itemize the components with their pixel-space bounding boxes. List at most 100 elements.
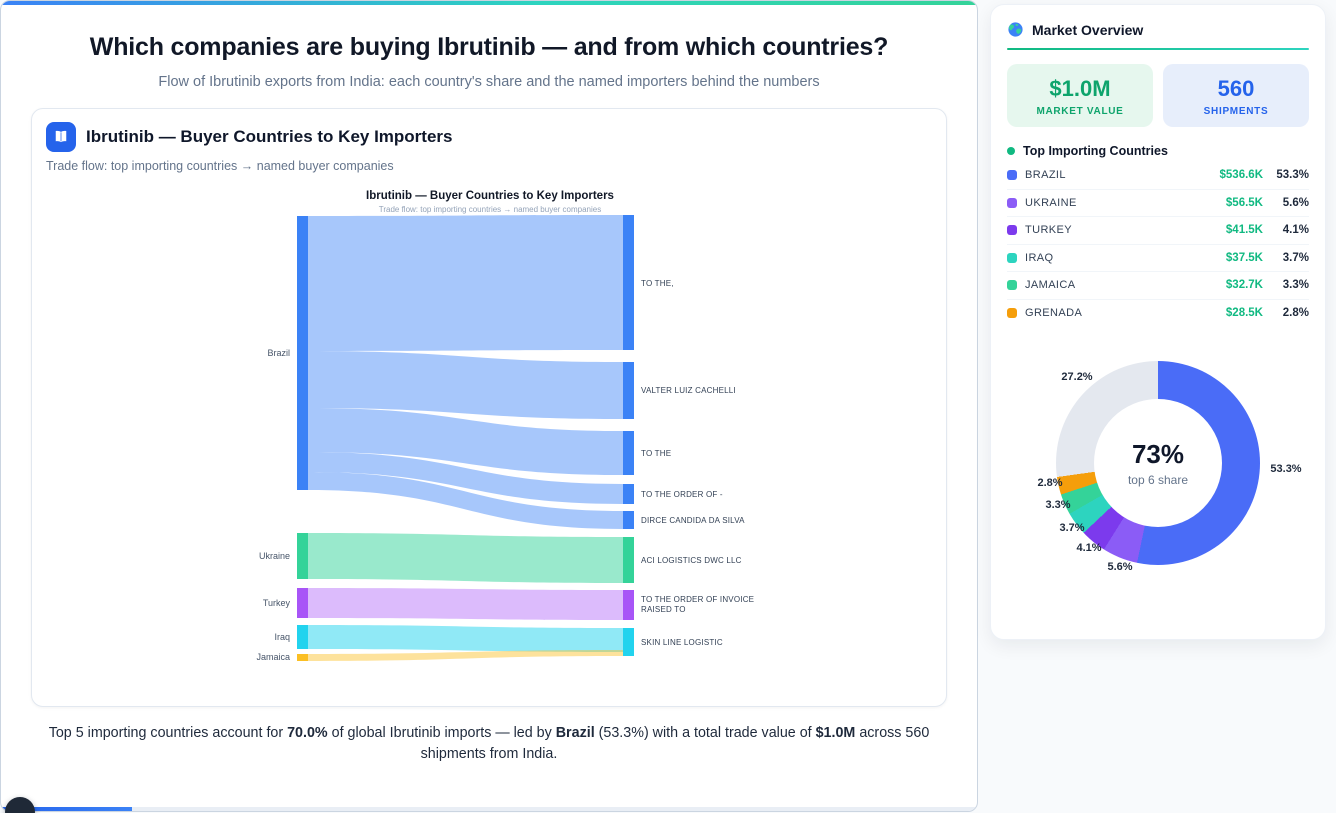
sidebar-header: Market Overview xyxy=(1007,21,1309,38)
sankey-target-label-aci: ACI LOGISTICS DWC LLC xyxy=(641,556,742,565)
donut-label-grenada: 2.8% xyxy=(1037,477,1063,489)
country-color-chip xyxy=(1007,225,1017,236)
sankey-chart[interactable]: Ibrutinib — Buyer Countries to Key Impor… xyxy=(40,183,945,688)
sankey-node-ukraine[interactable] xyxy=(297,533,308,579)
sankey-source-label-turkey: Turkey xyxy=(263,598,291,608)
page-subtitle: Flow of Ibrutinib exports from India: ea… xyxy=(158,74,820,90)
donut-label-brazil: 53.3% xyxy=(1270,463,1302,475)
globe-icon xyxy=(1008,22,1023,37)
sankey-source-label-jamaica: Jamaica xyxy=(256,652,290,662)
country-name: GRENADA xyxy=(1025,307,1083,320)
bottom-progress-fill xyxy=(1,807,132,811)
country-share: 2.8% xyxy=(1282,307,1309,320)
donut-label-jamaica: 3.3% xyxy=(1045,499,1071,511)
sankey-flow-brazil-dirce-candida[interactable] xyxy=(308,472,623,529)
sankey-node-order-of-invoice[interactable] xyxy=(623,590,634,620)
shipments-card: 560 SHIPMENTS xyxy=(1163,64,1309,127)
country-share: 4.1% xyxy=(1282,224,1309,237)
sankey-target-label-invoice: TO THE ORDER OF INVOICE RAISED TO xyxy=(641,595,757,614)
market-overview-panel: Market Overview $1.0M MARKET VALUE 560 S… xyxy=(990,4,1326,640)
country-color-chip xyxy=(1007,308,1017,319)
country-value: $28.5K xyxy=(1225,307,1263,320)
country-color-chip xyxy=(1007,252,1017,263)
country-color-chip xyxy=(1007,280,1017,291)
country-share: 53.3% xyxy=(1276,169,1309,182)
sankey-node-aci-logistics[interactable] xyxy=(623,537,634,583)
donut-label-iraq: 3.7% xyxy=(1059,522,1085,534)
sankey-node-valter-luiz-cachelli[interactable] xyxy=(623,362,634,419)
sankey-node-turkey[interactable] xyxy=(297,588,308,618)
sankey-flow-brazil-to-the-order-of[interactable] xyxy=(308,452,623,504)
country-row: BRAZIL $536.6K 53.3% xyxy=(1007,162,1309,190)
sankey-flow-turkey-order-of-invoice[interactable] xyxy=(308,588,623,620)
sankey-target-label-to-the: TO THE xyxy=(641,449,671,458)
country-row: GRENADA $28.5K 2.8% xyxy=(1007,300,1309,328)
sankey-flow-brazil-valter-luiz-cachelli[interactable] xyxy=(308,351,623,419)
donut-chart[interactable]: 73% top 6 share 27.2% 53.3% 2.8% 3.3% 3.… xyxy=(1007,349,1309,599)
floating-badge[interactable] xyxy=(5,797,35,813)
sankey-flow-brazil-to-the[interactable] xyxy=(308,408,623,475)
country-value: $56.5K xyxy=(1225,196,1263,209)
sankey-node-to-the-comma[interactable] xyxy=(623,215,634,350)
market-value: $1.0M xyxy=(1049,76,1111,101)
sankey-node-to-the[interactable] xyxy=(623,431,634,475)
summary-text: Top 5 importing countries account for xyxy=(48,725,288,741)
country-name: JAMAICA xyxy=(1025,279,1076,292)
sankey-target-label-skin-line: SKIN LINE LOGISTIC xyxy=(641,638,723,647)
report-card: Which companies are buying Ibrutinib — a… xyxy=(0,0,978,812)
sankey-node-to-the-order-of[interactable] xyxy=(623,484,634,504)
sankey-subtitle: Trade flow: top importing countries → na… xyxy=(379,205,601,214)
country-value: $32.7K xyxy=(1225,279,1263,292)
sankey-flow-iraq-skin-line[interactable] xyxy=(308,625,623,652)
green-dot-icon xyxy=(1007,147,1015,155)
country-name: UKRAINE xyxy=(1025,196,1077,209)
sankey-node-iraq[interactable] xyxy=(297,625,308,649)
country-row: IRAQ $37.5K 3.7% xyxy=(1007,245,1309,272)
country-share: 3.3% xyxy=(1282,279,1309,292)
country-list: BRAZIL $536.6K 53.3% UKRAINE $56.5K 5.6%… xyxy=(1007,162,1309,327)
shipments-label: SHIPMENTS xyxy=(1203,106,1269,117)
sankey-card-header: Ibrutinib — Buyer Countries to Key Impor… xyxy=(32,122,946,152)
donut-label-other: 27.2% xyxy=(1061,371,1093,383)
summary-total-value: $1.0M xyxy=(815,725,856,741)
sankey-node-dirce-candida[interactable] xyxy=(623,511,634,529)
country-share: 3.7% xyxy=(1282,251,1309,264)
sankey-node-jamaica[interactable] xyxy=(297,654,308,661)
summary-lead-country: Brazil xyxy=(555,725,595,741)
donut-ring[interactable]: 73% top 6 share xyxy=(1056,361,1260,565)
sidebar-header-underline xyxy=(1007,48,1309,50)
donut-label-ukraine: 5.6% xyxy=(1107,561,1133,573)
stat-cards: $1.0M MARKET VALUE 560 SHIPMENTS xyxy=(1007,64,1309,127)
country-name: IRAQ xyxy=(1025,251,1054,264)
country-row: JAMAICA $32.7K 3.3% xyxy=(1007,272,1309,300)
bottom-progress-bar xyxy=(1,807,977,811)
donut-label-turkey: 4.1% xyxy=(1076,542,1102,554)
country-value: $37.5K xyxy=(1225,251,1263,264)
sankey-target-label-valter: VALTER LUIZ CACHELLI xyxy=(641,386,736,395)
sankey-card: Ibrutinib — Buyer Countries to Key Impor… xyxy=(31,108,947,707)
sankey-node-brazil[interactable] xyxy=(297,216,308,490)
sankey-source-label-ukraine: Ukraine xyxy=(259,551,290,561)
sankey-target-label-order-of: TO THE ORDER OF - xyxy=(641,490,723,499)
summary-note: Top 5 importing countries account for 70… xyxy=(36,723,942,765)
sankey-flow-jamaica-skin-line[interactable] xyxy=(308,650,623,661)
country-name: TURKEY xyxy=(1025,224,1073,237)
sankey-flow-ukraine-aci-logistics[interactable] xyxy=(308,533,623,583)
sankey-flow-brazil-to-the-comma[interactable] xyxy=(308,215,623,351)
donut-center: 73% top 6 share xyxy=(1094,399,1222,527)
country-row: UKRAINE $56.5K 5.6% xyxy=(1007,190,1309,217)
sidebar-title: Market Overview xyxy=(1032,21,1144,38)
market-value-card: $1.0M MARKET VALUE xyxy=(1007,64,1153,127)
country-share: 5.6% xyxy=(1282,196,1309,209)
country-value: $41.5K xyxy=(1225,224,1263,237)
page-title: Which companies are buying Ibrutinib — a… xyxy=(89,33,889,61)
country-list-title: Top Importing Countries xyxy=(1023,144,1168,158)
chart-card-subtitle: Trade flow: top importing countries → na… xyxy=(46,159,394,173)
country-color-chip xyxy=(1007,170,1017,181)
country-value: $536.6K xyxy=(1219,169,1263,182)
donut-center-value: 73% xyxy=(1131,439,1185,469)
summary-text: across 560 shipments from India. xyxy=(420,725,930,762)
country-list-header: Top Importing Countries xyxy=(1007,144,1309,158)
sankey-node-skin-line[interactable] xyxy=(623,628,634,656)
top-accent-bar xyxy=(1,1,977,5)
